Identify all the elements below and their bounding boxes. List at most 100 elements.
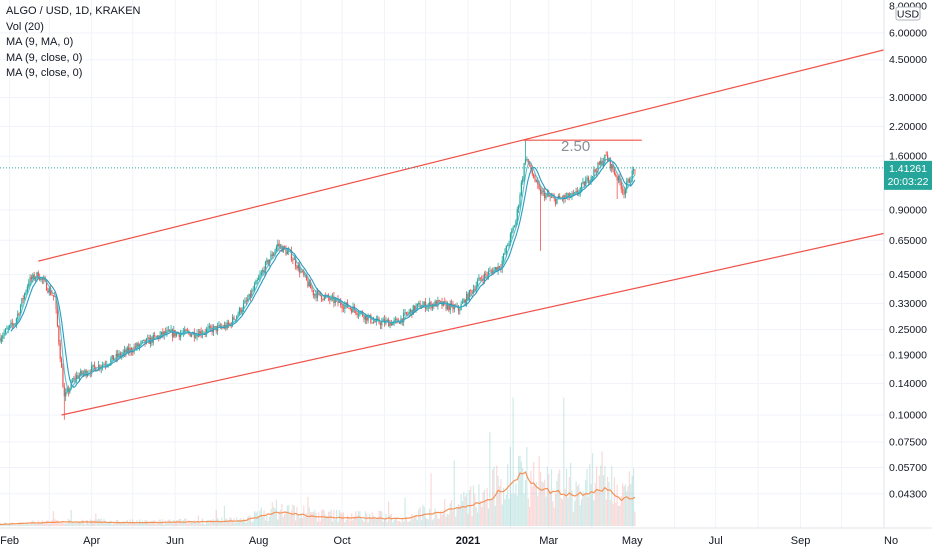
- volume-bar: [264, 520, 267, 526]
- legend-ma-3[interactable]: MA (9, close, 0): [6, 67, 83, 79]
- volume-bar: [292, 504, 294, 526]
- time-scale-bg[interactable]: [0, 528, 932, 550]
- price-scale-bg[interactable]: [884, 0, 932, 528]
- candle: [266, 257, 268, 266]
- legend-vol[interactable]: Vol (20): [6, 20, 44, 33]
- volume-bar: [456, 507, 458, 526]
- volume-bar: [200, 523, 202, 526]
- candle: [363, 315, 365, 323]
- currency-badge[interactable]: [895, 6, 921, 21]
- volume-bar: [144, 520, 146, 526]
- candle: [622, 185, 624, 195]
- volume-bar: [318, 512, 320, 526]
- candle: [247, 294, 249, 303]
- candle: [133, 343, 135, 355]
- volume-bar: [468, 490, 470, 526]
- volume-bar: [186, 523, 189, 526]
- candle: [296, 264, 298, 271]
- volume-bar: [212, 519, 215, 526]
- candle: [315, 289, 317, 302]
- candle: [340, 297, 342, 309]
- volume-bar: [234, 522, 236, 526]
- volume-bar: [110, 520, 112, 526]
- price-tick-label: 0.19000: [889, 350, 927, 362]
- candle: [594, 168, 596, 173]
- candle: [429, 297, 431, 309]
- volume-bar: [260, 507, 262, 526]
- candle: [148, 334, 150, 345]
- volume-bar: [507, 464, 509, 526]
- candle: [43, 275, 45, 284]
- volume-bar: [92, 521, 94, 526]
- volume-bar: [164, 520, 167, 526]
- candle: [200, 327, 202, 339]
- volume-bar: [43, 523, 45, 526]
- candle: [330, 294, 332, 302]
- volume-bar: [123, 522, 126, 526]
- candle: [460, 300, 462, 311]
- volume-bar: [106, 523, 108, 526]
- volume-bar: [338, 509, 340, 526]
- volume-bar: [466, 493, 468, 526]
- volume-bar: [286, 505, 288, 526]
- volume-bar: [96, 519, 98, 526]
- candle: [403, 309, 405, 327]
- volume-bar: [70, 509, 72, 526]
- volume-bar: [133, 521, 135, 526]
- volume-bar: [232, 520, 234, 526]
- volume-bar: [247, 517, 249, 526]
- candle: [381, 317, 383, 330]
- volume-bar: [579, 505, 581, 526]
- candle: [312, 289, 314, 299]
- candle: [208, 322, 210, 329]
- volume-bar: [559, 469, 561, 526]
- volume-bar: [210, 519, 212, 526]
- volume-bar: [502, 487, 505, 526]
- volume-bar: [85, 520, 87, 526]
- volume-bar: [78, 520, 80, 526]
- volume-bar: [156, 522, 158, 526]
- volume-bar: [587, 496, 590, 526]
- volume-bar: [89, 519, 91, 526]
- volume-bar: [125, 523, 127, 526]
- volume-bar: [155, 523, 157, 526]
- volume-bar: [26, 524, 28, 526]
- symbol-title[interactable]: ALGO / USD, 1D, KRAKEN: [6, 5, 141, 17]
- candle: [166, 326, 168, 337]
- candle: [316, 288, 319, 302]
- volume-bar: [69, 520, 71, 526]
- channel-upper-line[interactable]: [38, 49, 885, 262]
- volume-bar: [537, 495, 539, 526]
- countdown-value: 20:03:22: [888, 176, 929, 188]
- candle: [65, 388, 67, 402]
- volume-bar: [617, 506, 620, 526]
- candle: [37, 270, 39, 279]
- volume-bar: [632, 468, 635, 526]
- volume-bar: [450, 500, 453, 526]
- candle: [218, 321, 220, 327]
- volume-bar: [301, 518, 304, 526]
- volume-bar: [496, 465, 498, 526]
- time-tick-label: Aug: [249, 535, 269, 547]
- volume-bar: [489, 432, 491, 526]
- volume-bar: [388, 501, 390, 526]
- price-tick-label: 0.25000: [889, 324, 927, 336]
- volume-bar: [616, 484, 618, 526]
- legend-ma-1[interactable]: MA (9, MA, 0): [6, 36, 74, 48]
- volume-bar: [337, 522, 339, 526]
- legend-ma-2[interactable]: MA (9, close, 0): [6, 51, 83, 64]
- volume-bar: [589, 464, 591, 526]
- volume-bar: [300, 513, 302, 526]
- channel-lower-line[interactable]: [61, 232, 885, 416]
- volume-bar: [474, 493, 476, 526]
- candle: [606, 151, 609, 163]
- volume-bar: [594, 482, 596, 526]
- volume-bar: [59, 523, 61, 526]
- candle: [634, 169, 636, 176]
- time-tick-label: Mar: [539, 535, 558, 547]
- volume-bar: [520, 461, 522, 526]
- volume-bar: [539, 471, 542, 526]
- volume-bar: [237, 521, 239, 526]
